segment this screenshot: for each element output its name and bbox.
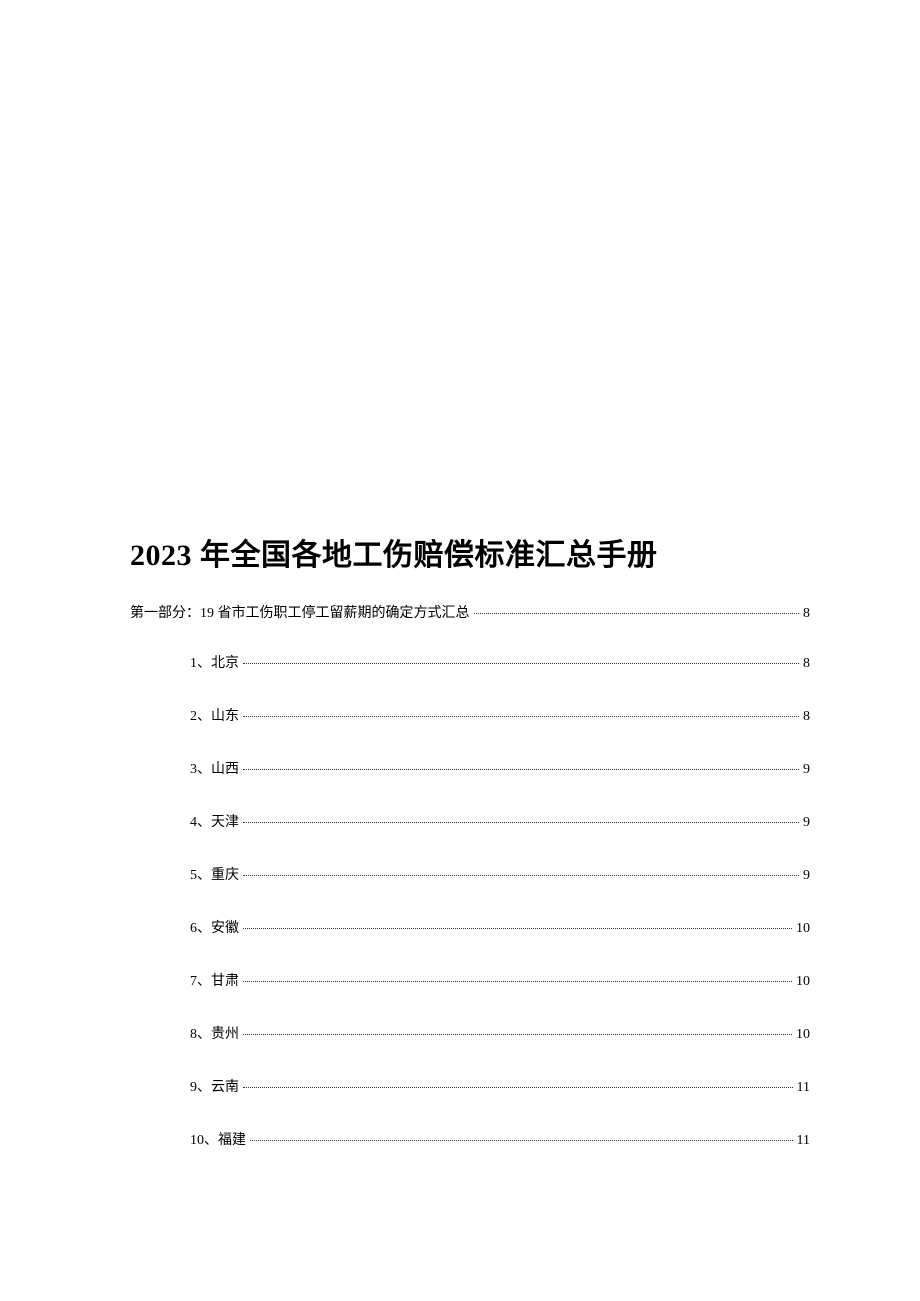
toc-entry-page: 10 <box>796 921 810 937</box>
toc-leader-dots <box>243 875 799 876</box>
toc-entry-label: 9、云南 <box>190 1076 239 1096</box>
toc-entry-label: 6、安徽 <box>190 917 239 937</box>
toc-section-page: 8 <box>803 606 810 622</box>
toc-entry: 8、贵州 10 <box>190 1023 810 1043</box>
toc-entry: 7、甘肃 10 <box>190 970 810 990</box>
page-title: 2023 年全国各地工伤赔偿标准汇总手册 <box>130 530 810 574</box>
toc-leader-dots <box>243 663 799 664</box>
toc-entry: 9、云南 11 <box>190 1076 810 1096</box>
toc-entry-label: 4、天津 <box>190 811 239 831</box>
toc-entry: 3、山西 9 <box>190 758 810 778</box>
toc-leader-dots <box>243 981 792 982</box>
toc-leader-dots <box>243 1034 792 1035</box>
toc-section-label: 第一部分：19 省市工伤职工停工留薪期的确定方式汇总 <box>130 602 470 622</box>
toc-entry-page: 8 <box>803 709 810 725</box>
toc-entry-page: 11 <box>797 1080 810 1096</box>
toc-entry: 2、山东 8 <box>190 705 810 725</box>
toc-entry-page: 9 <box>803 815 810 831</box>
toc-entry-label: 8、贵州 <box>190 1023 239 1043</box>
document-page: 2023 年全国各地工伤赔偿标准汇总手册 第一部分：19 省市工伤职工停工留薪期… <box>0 0 920 1149</box>
toc-entry-label: 1、北京 <box>190 652 239 672</box>
toc-entry: 10、福建 11 <box>190 1129 810 1149</box>
toc-leader-dots <box>243 928 792 929</box>
toc-entry-label: 7、甘肃 <box>190 970 239 990</box>
toc-entry-label: 10、福建 <box>190 1129 246 1149</box>
toc-entry: 4、天津 9 <box>190 811 810 831</box>
toc-entry-page: 10 <box>796 1027 810 1043</box>
toc-entry: 6、安徽 10 <box>190 917 810 937</box>
toc-entry-label: 5、重庆 <box>190 864 239 884</box>
toc-leader-dots <box>243 716 799 717</box>
toc-leader-dots <box>474 613 800 614</box>
toc-entry-page: 11 <box>797 1133 810 1149</box>
toc-entry-page: 10 <box>796 974 810 990</box>
toc-entry-page: 9 <box>803 868 810 884</box>
toc-leader-dots <box>243 822 799 823</box>
toc-entry-label: 2、山东 <box>190 705 239 725</box>
toc-entry-page: 8 <box>803 656 810 672</box>
toc-section-row: 第一部分：19 省市工伤职工停工留薪期的确定方式汇总 8 <box>130 602 810 622</box>
toc-list: 1、北京 8 2、山东 8 3、山西 9 4、天津 9 5、重庆 9 6、安徽 … <box>130 652 810 1149</box>
toc-leader-dots <box>250 1140 793 1141</box>
toc-leader-dots <box>243 1087 793 1088</box>
toc-entry-page: 9 <box>803 762 810 778</box>
toc-entry-label: 3、山西 <box>190 758 239 778</box>
toc-entry: 5、重庆 9 <box>190 864 810 884</box>
toc-entry: 1、北京 8 <box>190 652 810 672</box>
toc-leader-dots <box>243 769 799 770</box>
